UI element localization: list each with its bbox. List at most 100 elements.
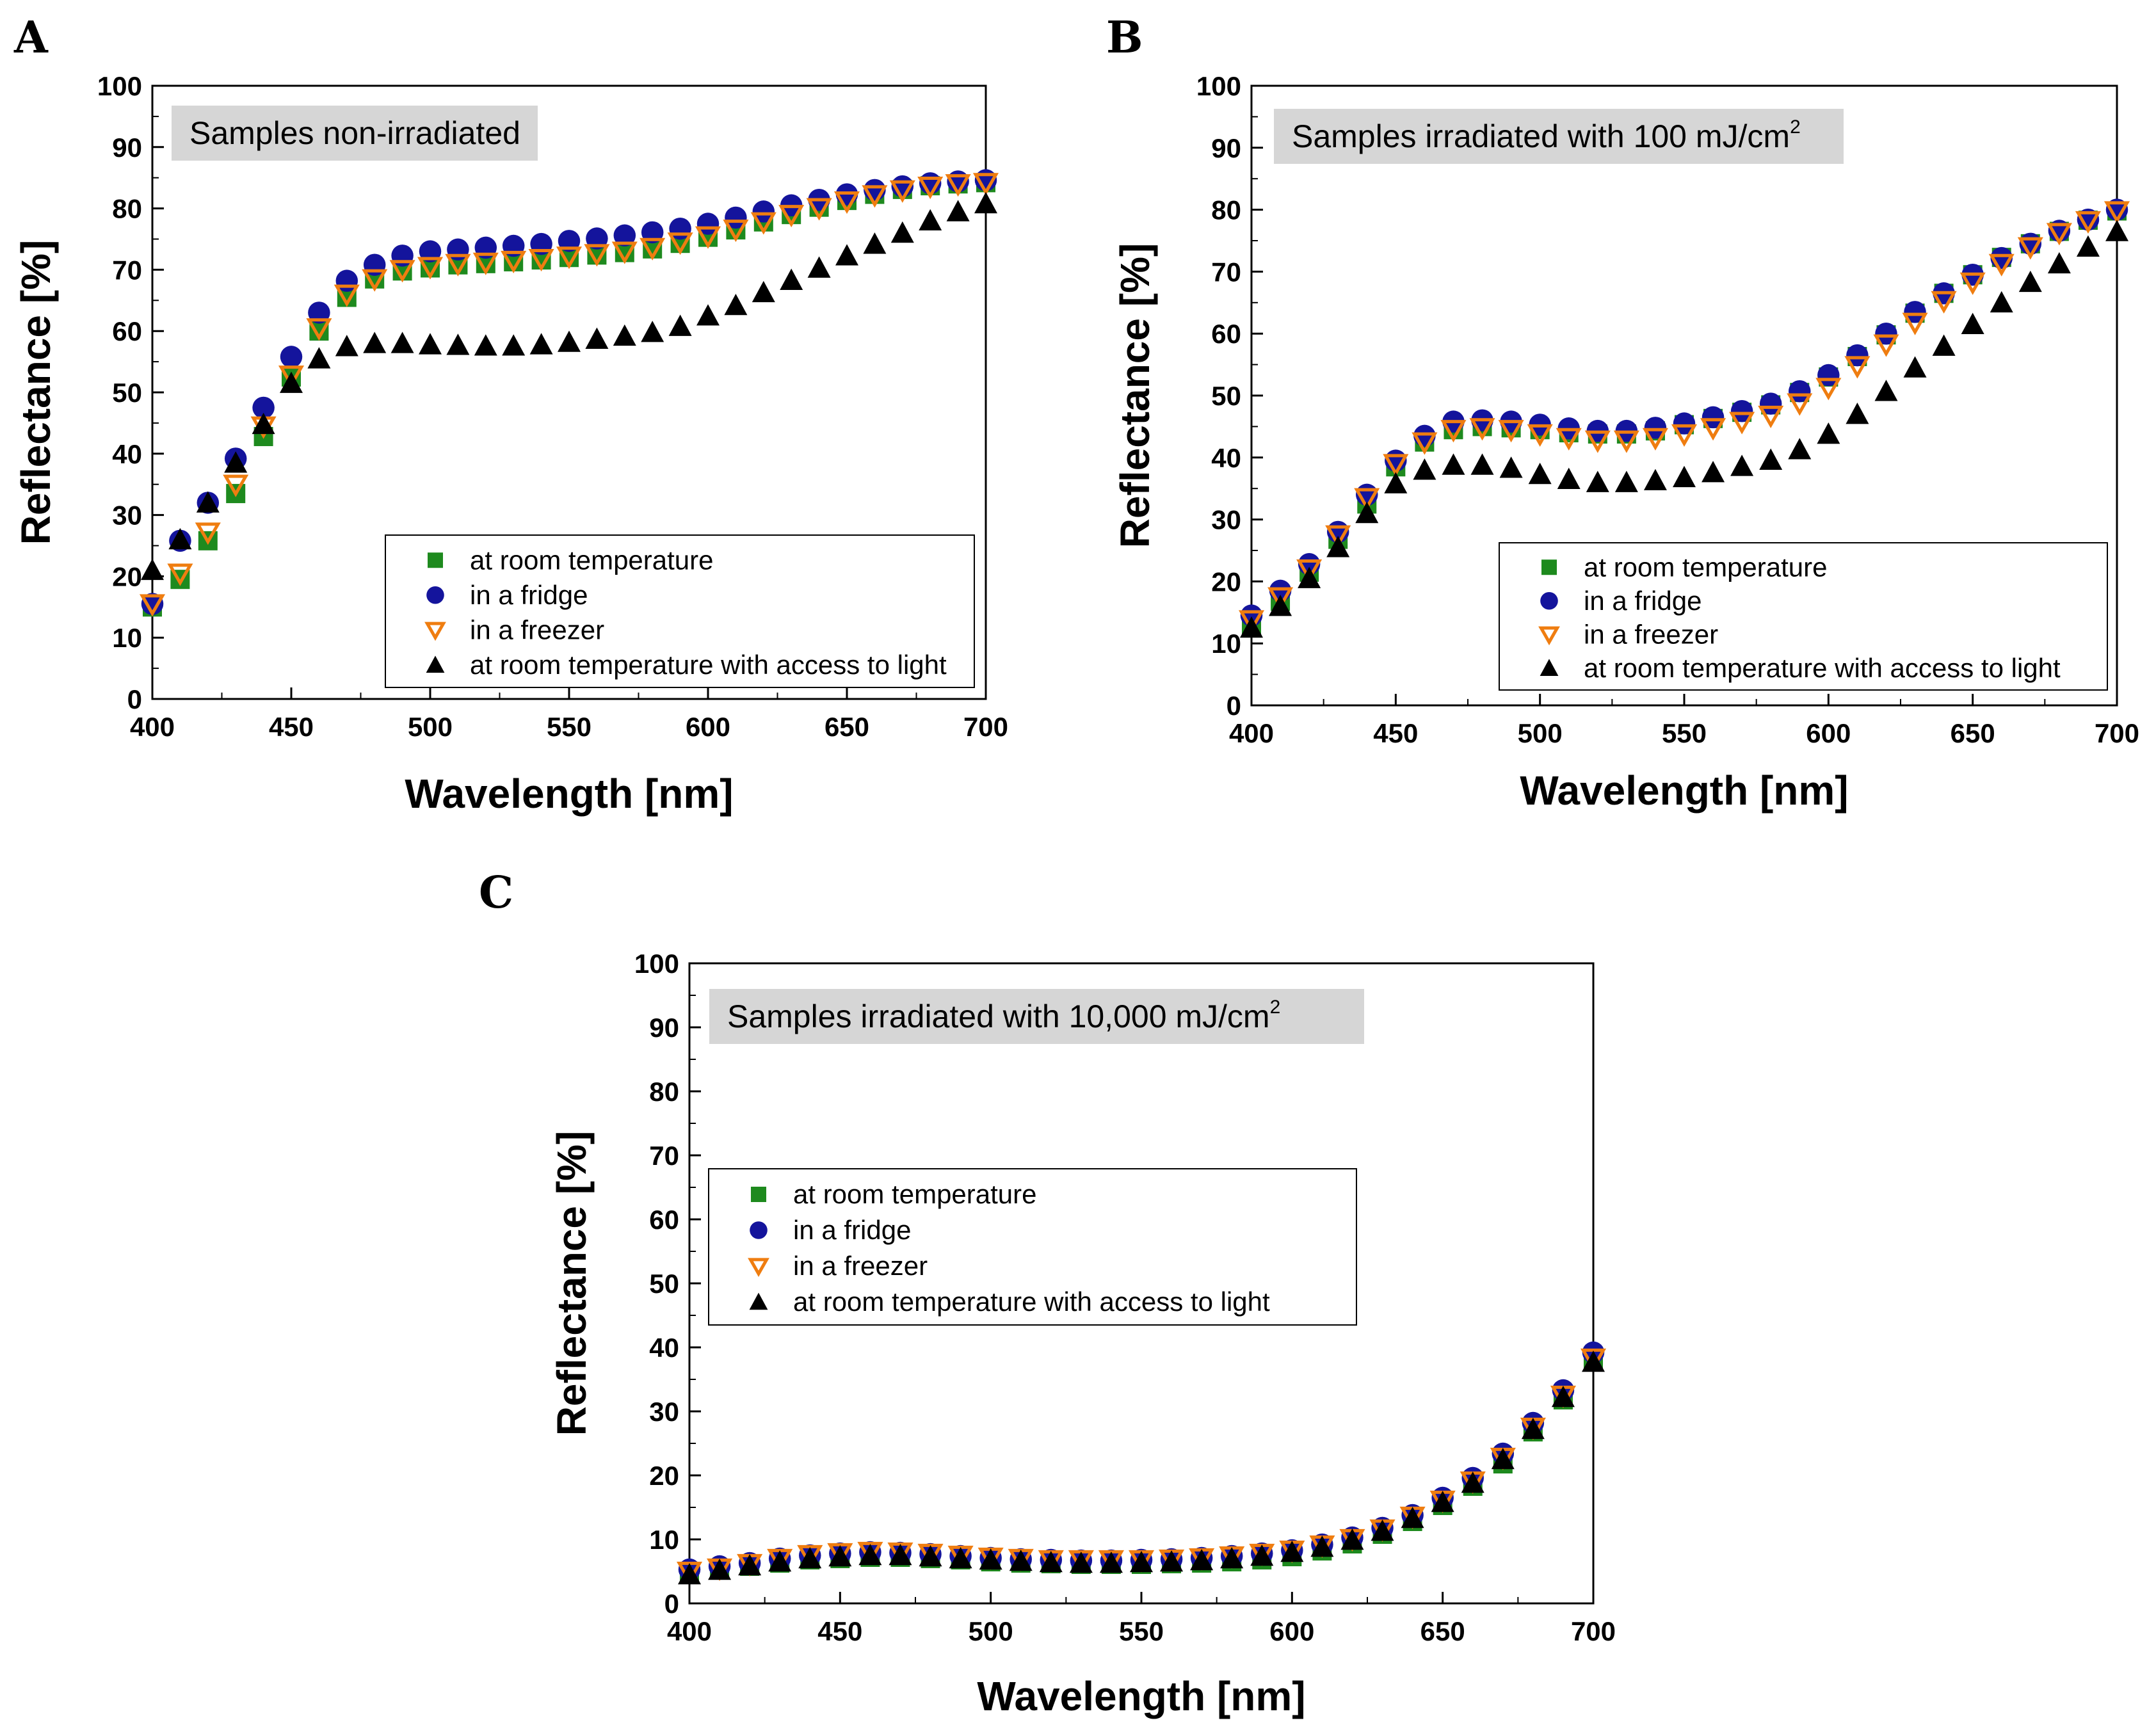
data-point — [890, 221, 914, 243]
x-tick-label: 650 — [1420, 1616, 1465, 1646]
data-point — [1614, 470, 1638, 492]
data-point — [1442, 453, 1465, 475]
data-point — [586, 227, 608, 250]
series-fridge — [678, 1341, 1605, 1581]
data-point — [752, 280, 775, 303]
legend-marker — [1538, 626, 1560, 646]
data-point — [584, 244, 610, 267]
data-point — [167, 563, 193, 586]
data-point — [419, 240, 442, 262]
data-point — [1730, 454, 1754, 476]
series-light — [678, 1351, 1605, 1585]
legend-marker — [426, 586, 444, 604]
data-point — [335, 335, 358, 357]
y-tick-label: 50 — [1211, 381, 1241, 411]
data-point — [1582, 1351, 1605, 1372]
data-point — [641, 321, 664, 342]
data-point — [678, 1563, 701, 1585]
legend-label: in a fridge — [793, 1215, 911, 1245]
y-axis-title: Reflectance [%] — [13, 240, 59, 545]
data-point — [1413, 458, 1436, 480]
data-point — [446, 333, 470, 355]
data-point — [1644, 417, 1667, 439]
data-point — [1355, 501, 1379, 524]
data-point — [828, 1545, 852, 1567]
data-point — [1844, 356, 1870, 379]
data-point — [1730, 399, 1753, 422]
title-superscript: 2 — [1790, 116, 1801, 138]
data-point — [2076, 235, 2100, 257]
data-point — [667, 232, 693, 255]
x-tick-label: 550 — [547, 712, 591, 742]
data-point — [723, 220, 749, 243]
y-tick-label: 0 — [1227, 691, 1241, 721]
data-point — [708, 1559, 732, 1580]
data-point — [1759, 392, 1782, 415]
y-tick-label: 90 — [649, 1013, 679, 1043]
y-tick-label: 80 — [112, 194, 142, 224]
data-point — [1817, 422, 1840, 444]
data-point — [979, 1548, 1002, 1570]
data-point — [2047, 252, 2071, 274]
data-point — [919, 209, 942, 231]
data-point — [141, 593, 164, 615]
data-point — [1643, 469, 1667, 490]
data-point — [833, 191, 860, 214]
data-point — [141, 558, 164, 581]
data-point — [558, 330, 581, 352]
legend-box — [1499, 542, 2108, 691]
data-point — [223, 474, 249, 497]
data-point — [1039, 1551, 1063, 1573]
data-point — [724, 293, 748, 316]
data-point — [1642, 428, 1668, 451]
data-point — [1959, 272, 1986, 295]
x-tick-label: 450 — [1373, 718, 1418, 748]
data-point — [306, 318, 332, 341]
data-point — [363, 332, 387, 353]
data-point — [362, 269, 388, 292]
data-point — [2018, 270, 2042, 293]
y-tick-label: 10 — [649, 1525, 679, 1555]
legend-label: in a freezer — [1584, 619, 1718, 649]
y-tick-label: 90 — [1211, 133, 1241, 163]
x-tick-label: 500 — [408, 712, 453, 742]
legend-marker — [750, 1221, 768, 1239]
data-point — [1383, 454, 1409, 477]
data-point — [1961, 312, 1984, 334]
data-point — [1729, 412, 1755, 435]
y-tick-label: 90 — [112, 132, 142, 163]
data-point — [2075, 211, 2101, 234]
data-point — [308, 301, 330, 324]
data-point — [945, 174, 971, 197]
x-tick-label: 450 — [269, 712, 314, 742]
data-point — [806, 198, 832, 221]
data-point — [1190, 1549, 1214, 1571]
data-point — [1874, 380, 1898, 401]
data-point — [1903, 356, 1927, 378]
data-point — [1469, 418, 1495, 441]
x-tick-label: 400 — [1229, 718, 1274, 748]
y-tick-label: 100 — [97, 71, 142, 101]
data-point — [1099, 1552, 1123, 1573]
data-point — [858, 1544, 882, 1566]
data-point — [1521, 1418, 1545, 1440]
data-point — [1160, 1550, 1184, 1572]
series-light — [1240, 220, 2128, 638]
data-point — [280, 371, 303, 393]
y-tick-label: 30 — [1211, 505, 1241, 535]
legend-label: in a freezer — [470, 614, 604, 645]
y-tick-label: 40 — [649, 1333, 679, 1363]
legend-label: at room temperature — [1584, 552, 1828, 582]
data-point — [1384, 472, 1408, 493]
data-point — [1789, 380, 1811, 403]
title-banner — [172, 106, 538, 161]
y-tick-label: 20 — [112, 561, 142, 591]
data-point — [390, 332, 414, 353]
legend-label: in a fridge — [470, 580, 588, 610]
data-point — [752, 200, 775, 223]
x-tick-label: 700 — [2095, 718, 2139, 748]
x-tick-label: 550 — [1119, 1616, 1164, 1646]
y-tick-label: 70 — [1211, 257, 1241, 287]
legend-marker — [748, 1258, 769, 1278]
panel-b: B 0 10 20 30 40 50 60 70 80 90 100 400 450 500 550 600 6… — [1106, 12, 2139, 814]
